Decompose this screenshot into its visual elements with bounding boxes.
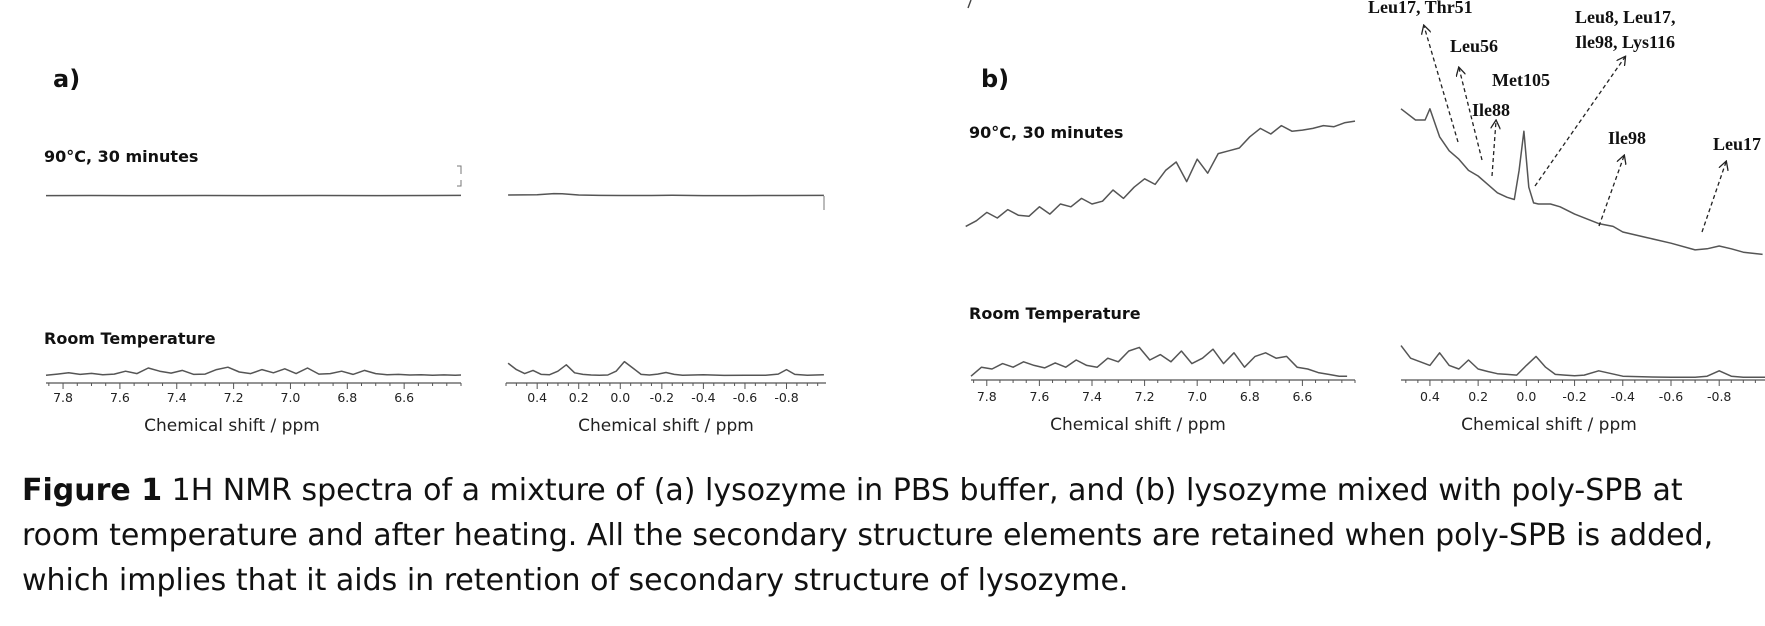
panel-a-heated-label: 90°C, 30 minutes — [44, 147, 198, 166]
annotation-leu56: Leu56 — [1450, 36, 1498, 56]
panel-b-aliphatic-xlabel: Chemical shift / ppm — [1461, 415, 1637, 435]
annotation-ile88: Ile88 — [1472, 100, 1510, 120]
annotation-leu17-thr51: Leu17, Thr51 — [1368, 0, 1473, 17]
panel-b-aromatic-x-axis: 7.8 7.6 7.4 7.2 7.0 6.8 6.6 — [971, 379, 1356, 404]
panel-a-heated-aliphatic-spectrum — [508, 192, 824, 197]
panel-a: a) 90°C, 30 minutes Room Temperature 7.8… — [44, 65, 826, 436]
panel-b-room-label: Room Temperature — [969, 304, 1141, 323]
panel-b-room-aliphatic-spectrum — [1400, 345, 1765, 379]
annotation-met105: Met105 — [1492, 70, 1550, 90]
x-tick-label: -0.6 — [733, 390, 757, 405]
nmr-figure: a) 90°C, 30 minutes Room Temperature 7.8… — [44, 0, 1765, 436]
room-temp-aromatic-trace — [45, 366, 462, 376]
x-tick-label: 7.4 — [167, 390, 187, 405]
panel-b-aliphatic-x-axis: 0.4 0.2 0.0 -0.2 -0.4 -0.6 -0.8 — [1401, 379, 1765, 404]
x-tick-label: -0.2 — [1562, 389, 1586, 404]
x-tick-label: -0.4 — [691, 390, 715, 405]
panel-a-aromatic-xlabel: Chemical shift / ppm — [144, 416, 320, 436]
panel-a-room-aromatic-spectrum — [45, 366, 462, 376]
x-tick-label: 0.2 — [569, 390, 589, 405]
room-temp-aromatic-trace — [970, 346, 1348, 377]
heated-aliphatic-trace — [508, 192, 824, 197]
x-tick-label: -0.6 — [1659, 389, 1683, 404]
panel-b: b) 90°C, 30 minutes Room Temperature 7.8… — [965, 0, 1765, 435]
arrow-leu17-thr51 — [1424, 26, 1459, 143]
annotation-ile98: Ile98 — [1608, 128, 1646, 148]
panel-a-aliphatic-x-axis: 0.4 0.2 0.0 -0.2 -0.4 -0.6 -0.8 — [505, 382, 826, 405]
panel-a-bracket-mark — [457, 165, 462, 187]
panel-b-heated-aromatic-spectrum — [965, 120, 1356, 228]
x-tick-label: -0.8 — [1707, 389, 1731, 404]
room-temp-aliphatic-trace — [507, 360, 824, 377]
panel-a-aliphatic-xlabel: Chemical shift / ppm — [578, 416, 754, 436]
figure-caption: Figure 1 1H NMR spectra of a mixture of … — [22, 468, 1742, 603]
figure-caption-label: Figure 1 — [22, 473, 163, 508]
x-tick-label: 7.6 — [110, 390, 130, 405]
heated-aliphatic-trace — [1400, 108, 1763, 256]
x-tick-label: 7.4 — [1082, 389, 1102, 404]
panel-b-top-mark — [967, 0, 972, 9]
panel-a-room-aliphatic-spectrum — [507, 360, 824, 377]
panel-b-heated-label: 90°C, 30 minutes — [969, 123, 1123, 142]
x-tick-label: 0.2 — [1468, 389, 1488, 404]
panel-a-room-label: Room Temperature — [44, 329, 216, 348]
x-tick-label: 0.0 — [610, 390, 630, 405]
x-tick-label: 6.6 — [1292, 389, 1312, 404]
arrow-leu8-ile98-lys116 — [1534, 57, 1625, 187]
x-tick-label: 6.8 — [337, 390, 357, 405]
panel-b-heated-aliphatic-spectrum — [1400, 108, 1763, 256]
x-tick-label: -0.4 — [1611, 389, 1635, 404]
panel-b-room-aromatic-spectrum — [970, 346, 1348, 377]
x-tick-label: 6.8 — [1240, 389, 1260, 404]
x-tick-label: 6.6 — [394, 390, 414, 405]
figure-caption-text: 1H NMR spectra of a mixture of (a) lysoz… — [22, 473, 1714, 598]
x-tick-label: 7.2 — [224, 390, 244, 405]
arrow-leu17 — [1701, 162, 1726, 233]
x-tick-label: 7.8 — [977, 389, 997, 404]
arrow-ile88 — [1492, 121, 1496, 177]
panel-a-label: a) — [53, 65, 80, 93]
room-temp-aliphatic-trace — [1400, 345, 1765, 379]
panel-a-aromatic-x-axis: 7.8 7.6 7.4 7.2 7.0 6.8 6.6 — [46, 382, 462, 405]
annotation-leu17: Leu17 — [1713, 134, 1761, 154]
x-tick-label: 7.0 — [281, 390, 301, 405]
x-tick-label: 7.0 — [1187, 389, 1207, 404]
x-tick-label: -0.2 — [650, 390, 674, 405]
x-tick-label: -0.8 — [774, 390, 798, 405]
x-tick-label: 0.4 — [1420, 389, 1440, 404]
panel-b-aromatic-xlabel: Chemical shift / ppm — [1050, 415, 1226, 435]
x-tick-label: 0.4 — [527, 390, 547, 405]
x-tick-label: 7.8 — [53, 390, 73, 405]
x-tick-label: 0.0 — [1516, 389, 1536, 404]
panel-b-label: b) — [981, 65, 1009, 93]
x-tick-label: 7.2 — [1135, 389, 1155, 404]
arrow-ile98 — [1598, 156, 1624, 227]
annotation-leu8-leu17: Leu8, Leu17, — [1575, 7, 1676, 27]
arrow-leu56 — [1459, 68, 1483, 161]
x-tick-label: 7.6 — [1029, 389, 1049, 404]
annotation-ile98-lys116: Ile98, Lys116 — [1575, 32, 1675, 52]
heated-aromatic-trace — [965, 120, 1356, 228]
